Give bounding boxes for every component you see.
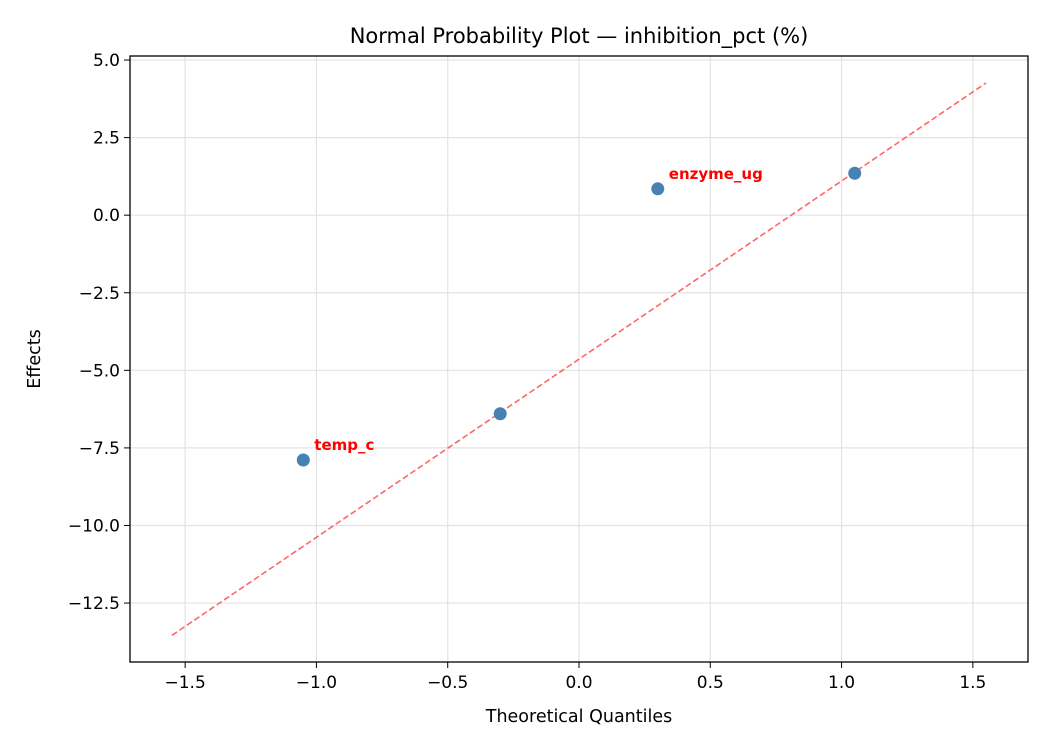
x-tick-label: 1.5 <box>959 673 986 693</box>
data-point <box>296 453 310 467</box>
data-point <box>651 182 665 196</box>
x-axis-label: Theoretical Quantiles <box>485 707 672 727</box>
x-tick-label: −1.0 <box>296 673 337 693</box>
y-tick-label: 2.5 <box>93 129 120 149</box>
x-tick-label: 0.0 <box>565 673 592 693</box>
y-tick-label: −2.5 <box>79 284 120 304</box>
x-tick-label: 1.0 <box>828 673 855 693</box>
chart-title: Normal Probability Plot — inhibition_pct… <box>350 24 809 49</box>
y-tick-label: −12.5 <box>68 594 120 614</box>
y-tick-label: −10.0 <box>68 516 120 536</box>
point-annotation: temp_c <box>314 436 374 454</box>
y-tick-label: 5.0 <box>93 51 120 71</box>
y-tick-label: 0.0 <box>93 206 120 226</box>
y-tick-label: −5.0 <box>79 361 120 381</box>
x-tick-label: −1.5 <box>164 673 205 693</box>
y-tick-label: −7.5 <box>79 439 120 459</box>
point-annotation: enzyme_ug <box>669 165 763 183</box>
x-tick-label: 0.5 <box>697 673 724 693</box>
data-point <box>493 407 507 421</box>
x-tick-label: −0.5 <box>427 673 468 693</box>
y-axis-label: Effects <box>25 329 45 388</box>
data-point <box>848 166 862 180</box>
